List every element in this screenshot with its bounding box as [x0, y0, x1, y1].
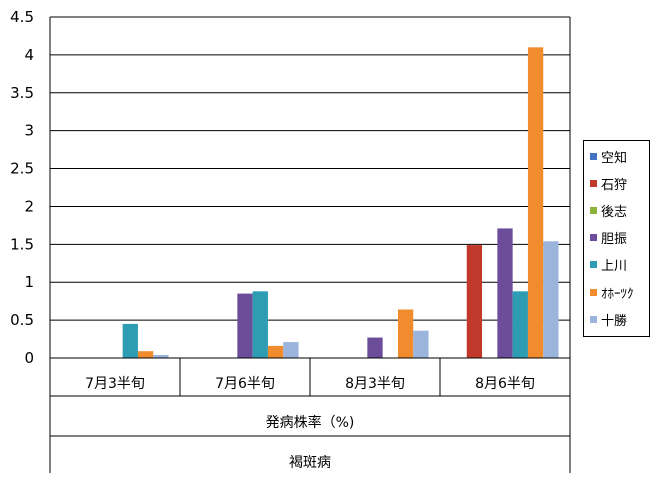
x-group-label: 褐斑病	[289, 455, 331, 471]
legend-item: 石狩	[590, 174, 628, 193]
bar	[267, 345, 284, 358]
legend-label: ｵﾎｰﾂｸ	[601, 286, 634, 302]
y-tick-label: 4.5	[10, 8, 34, 26]
legend-label: 十勝	[601, 313, 628, 329]
bar	[512, 291, 528, 358]
y-tick-label: 1	[24, 273, 34, 291]
x-tick-label: 8月3半旬	[345, 376, 405, 392]
legend-swatch	[590, 261, 597, 269]
legend-swatch	[590, 315, 597, 323]
legend-item: ｵﾎｰﾂｸ	[590, 283, 634, 302]
y-tick-label: 2.5	[10, 160, 34, 178]
y-tick-label: 4	[24, 46, 34, 64]
legend-swatch	[590, 179, 597, 187]
legend-swatch	[590, 234, 597, 242]
bar	[497, 228, 513, 358]
bar	[283, 342, 299, 358]
bar	[527, 47, 544, 359]
legend-item: 後志	[590, 201, 628, 220]
y-tick-label: 2	[24, 197, 34, 215]
legend-swatch	[590, 288, 597, 296]
bar	[543, 241, 559, 358]
bar	[397, 309, 414, 358]
bar	[122, 323, 138, 358]
bar	[252, 291, 268, 358]
y-tick-label: 1.5	[10, 235, 34, 253]
legend-label: 上川	[601, 259, 628, 275]
legend-label: 胆振	[601, 232, 628, 248]
bar	[367, 337, 383, 358]
legend-label: 後志	[601, 204, 628, 220]
legend-item: 胆振	[590, 229, 627, 247]
x-group-label: 発病株率（%)	[266, 414, 355, 431]
legend-label: 石狩	[601, 177, 628, 193]
legend-item: 十勝	[590, 310, 628, 329]
legend-item: 空知	[590, 147, 628, 166]
bar	[466, 245, 483, 358]
chart-legend: 空知石狩後志胆振上川 ｵﾎｰﾂｸ 十勝	[583, 140, 650, 337]
bar	[413, 330, 429, 358]
y-tick-label: 0.5	[10, 311, 34, 329]
legend-label: 空知	[601, 150, 628, 166]
y-tick-label: 3	[24, 122, 34, 140]
legend-swatch	[590, 206, 597, 214]
legend-swatch	[590, 152, 597, 160]
x-tick-label: 7月6半旬	[215, 376, 275, 392]
bar	[153, 354, 169, 358]
bar	[237, 293, 253, 358]
x-tick-label: 8月6半旬	[475, 376, 535, 392]
legend-item: 上川	[590, 256, 627, 274]
x-tick-label: 7月3半旬	[85, 376, 145, 392]
bar	[137, 351, 154, 358]
y-tick-label: 0	[24, 349, 34, 367]
y-tick-label: 3.5	[10, 84, 34, 102]
